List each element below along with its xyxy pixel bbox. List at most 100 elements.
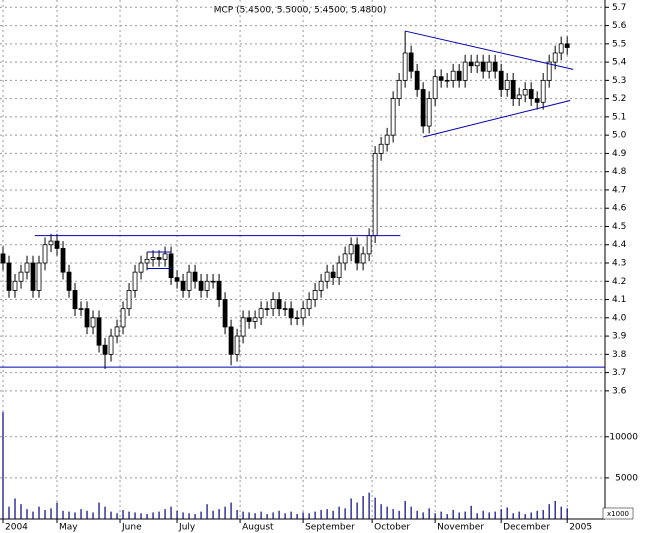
candle-body (228, 326, 234, 355)
chart-title: MCP (5.4500, 5.5000, 5.4500, 5.4800) (214, 6, 387, 16)
y-tick-label: 5.1 (612, 112, 626, 122)
candle-body (12, 280, 18, 291)
candle-body (318, 280, 324, 291)
candle-body (354, 244, 360, 264)
candle-body (330, 271, 336, 279)
candle-body (564, 43, 570, 48)
candle-body (18, 271, 24, 282)
candle-body (312, 290, 318, 300)
candle-body (144, 258, 150, 264)
candle-body (552, 52, 558, 63)
y-tick-label: 4.8 (612, 167, 627, 177)
y-tick-label: 4.7 (612, 185, 626, 195)
candle-body (120, 308, 126, 328)
candle-body (390, 98, 396, 136)
candle-body (234, 335, 240, 355)
candle-body (204, 280, 210, 291)
candle-body (42, 244, 48, 264)
volume-unit-label: x1000 (607, 510, 629, 518)
volume-tick-label: 5000 (615, 473, 638, 483)
candle-body (132, 271, 138, 291)
y-tick-label: 3.9 (612, 332, 627, 342)
candle-body (324, 271, 330, 282)
candle-body (408, 52, 414, 72)
trend-line (423, 99, 571, 138)
y-tick-label: 3.7 (612, 368, 626, 378)
candle-body (240, 317, 246, 337)
y-tick-label: 5.2 (612, 94, 626, 104)
candle-body (168, 253, 174, 279)
candle-body (528, 89, 534, 100)
x-tick-label: June (121, 523, 142, 533)
y-tick-label: 5.5 (612, 39, 626, 49)
candle-body (216, 280, 222, 300)
candle-body (336, 262, 342, 279)
candle-body (504, 79, 510, 90)
candle-body (210, 280, 216, 283)
candle-body (492, 61, 498, 72)
candle-body (342, 253, 348, 264)
candle-body (288, 308, 294, 319)
candle-body (270, 299, 276, 310)
candle-body (300, 308, 306, 319)
candle-body (84, 308, 90, 328)
candle-body (294, 317, 300, 320)
candle-body (360, 253, 366, 264)
candle-body (246, 317, 252, 322)
candle-body (90, 317, 96, 328)
candle-body (150, 257, 156, 260)
candle-body (66, 271, 72, 291)
candle-body (402, 52, 408, 81)
candle-body (546, 61, 552, 81)
volume-tick-label: 10000 (609, 432, 638, 442)
candle-body (192, 271, 198, 282)
candle-body (126, 290, 132, 310)
candle-body (96, 317, 102, 346)
candle-body (24, 262, 30, 273)
candle-body (456, 70, 462, 81)
candle-body (498, 70, 504, 90)
candle-body (306, 299, 312, 310)
x-tick-label: 2005 (569, 523, 592, 533)
candle-body (258, 308, 264, 319)
x-tick-label: May (59, 523, 78, 533)
candle-body (48, 240, 54, 246)
candle-body (252, 317, 258, 322)
candle-body (72, 290, 78, 310)
candle-body (348, 244, 354, 255)
candle-body (264, 308, 270, 310)
candle-body (474, 61, 480, 67)
candle-body (174, 277, 180, 282)
y-tick-label: 3.8 (612, 350, 627, 360)
candle-body (468, 61, 474, 67)
candle-body (510, 79, 516, 100)
candle-body (444, 79, 450, 82)
candle-body (522, 89, 528, 96)
y-tick-label: 5.0 (612, 131, 627, 141)
candle-body (414, 70, 420, 90)
y-tick-label: 4.3 (612, 259, 626, 269)
candle-body (138, 262, 144, 273)
trend-line (405, 30, 574, 70)
candle-body (396, 79, 402, 100)
candle-body (54, 240, 60, 249)
candle-body (6, 262, 12, 291)
y-tick-label: 5.3 (612, 76, 626, 86)
candle-body (222, 299, 228, 328)
candle-body (162, 253, 168, 260)
y-tick-label: 4.9 (612, 149, 627, 159)
candle-body (36, 262, 42, 291)
candle-body (438, 76, 444, 81)
candle-body (186, 271, 192, 291)
y-tick-label: 5.7 (612, 3, 626, 13)
y-tick-label: 4.1 (612, 295, 626, 305)
candle-body (480, 61, 486, 72)
candle-body (426, 98, 432, 127)
x-tick-label: October (374, 523, 410, 533)
y-tick-label: 5.6 (612, 21, 627, 31)
candle-body (60, 248, 66, 273)
candle-body (114, 326, 120, 337)
candle-body (384, 134, 390, 145)
